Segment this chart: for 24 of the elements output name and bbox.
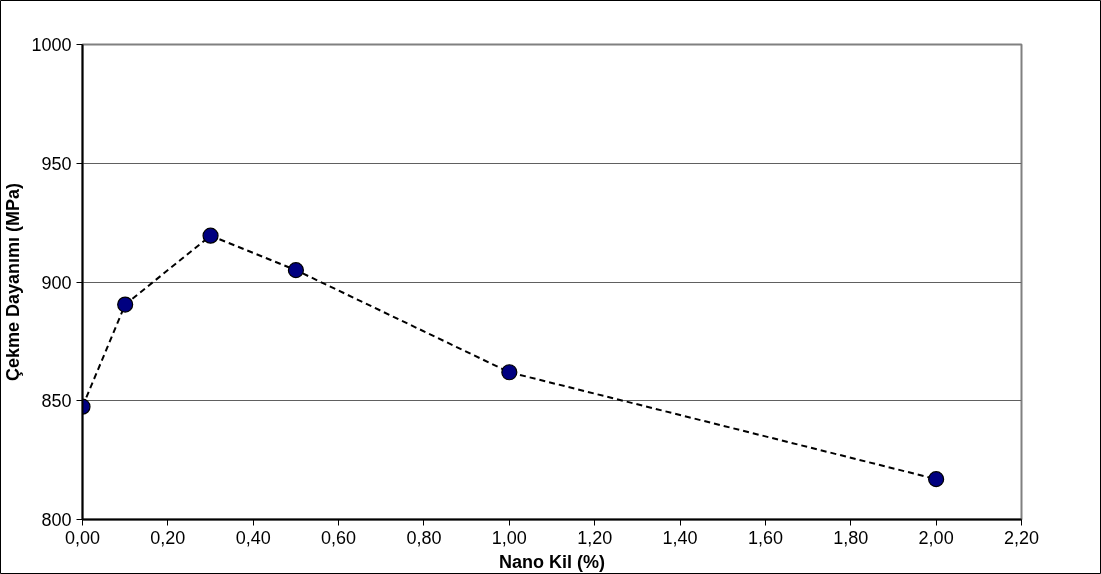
x-tick-label: 1,20 [577,527,613,548]
y-axis-title: Çekme Dayanımı (MPa) [3,182,24,382]
y-tick-label: 950 [41,153,72,174]
x-tick-label: 1,80 [833,527,869,548]
y-tick-label: 1000 [31,35,72,55]
y-tick-label: 800 [41,510,72,530]
point [928,471,945,488]
x-tick-label: 0,80 [406,527,442,548]
point [117,296,134,313]
x-tick-label: 2,20 [1003,527,1040,548]
x-tick-label: 0,20 [150,527,186,548]
x-tick-label: 0,00 [64,527,101,548]
point [501,364,518,381]
point [202,227,219,244]
x-tick-label: 0,60 [321,527,357,548]
x-tick-label: 1,40 [662,527,698,548]
x-tick-label: 1,60 [747,527,783,548]
x-tick-label: 0,40 [235,527,271,548]
y-tick-label: 900 [41,272,72,293]
y-tick-label: 850 [41,391,72,412]
x-axis-title: Nano Kil (%) [499,551,605,572]
x-tick-label: 1,00 [491,527,527,548]
point [287,262,305,279]
x-tick-label: 2,00 [918,527,954,548]
